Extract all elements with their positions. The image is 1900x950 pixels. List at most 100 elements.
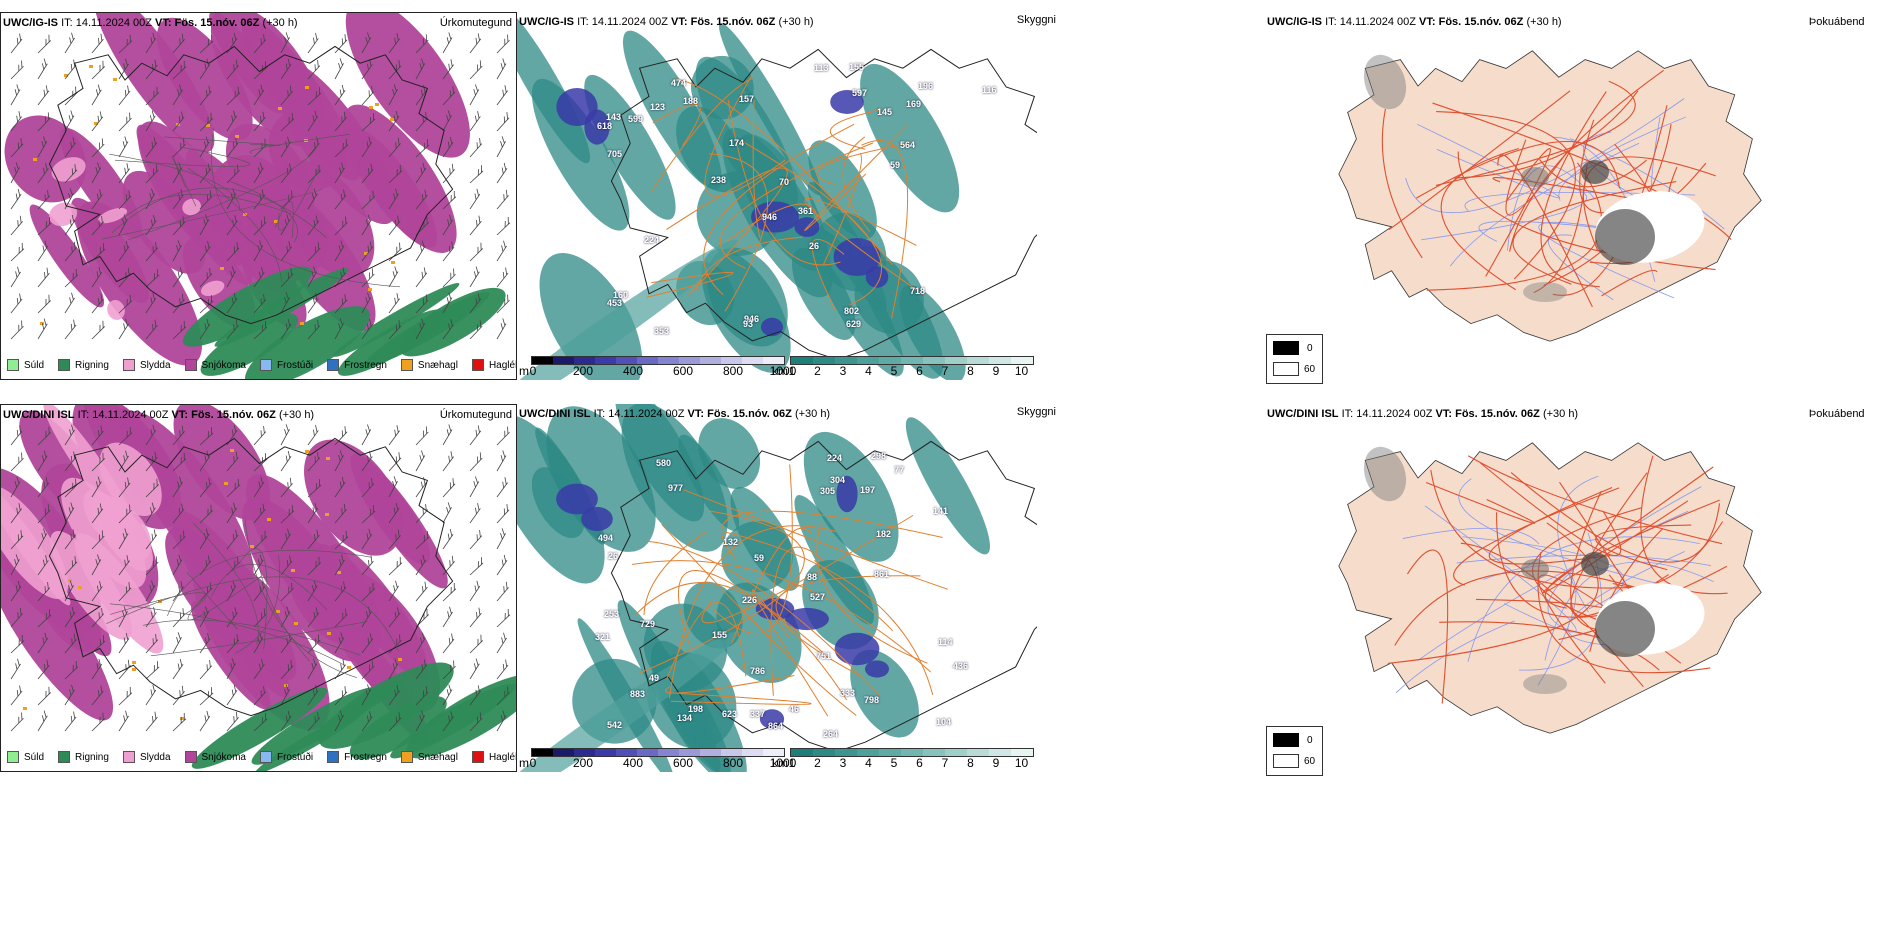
legend-swatch bbox=[327, 751, 340, 763]
precip-type-panel: UWC/DINI ISL IT: 14.11.2024 00Z VT: Fös.… bbox=[0, 404, 517, 772]
visibility-value-label: 157 bbox=[739, 94, 755, 104]
colorbar-tick: 3 bbox=[839, 756, 847, 770]
colorbar-tick: 2 bbox=[814, 364, 821, 378]
colorbar-swatch bbox=[637, 357, 658, 364]
visibility-value-label: 145 bbox=[877, 107, 893, 117]
visibility-value-label: 264 bbox=[823, 729, 839, 739]
legend-swatch bbox=[327, 359, 340, 371]
visibility-value-label: 104 bbox=[936, 717, 952, 727]
legend-item: Rigning bbox=[58, 359, 109, 371]
colorbar-tick: 200 bbox=[572, 364, 594, 378]
precip-type-map bbox=[1, 405, 516, 771]
colorbar-swatch bbox=[813, 749, 835, 756]
panel-title: Þokuábendi bbox=[1808, 408, 1865, 420]
visibility-value-label: 134 bbox=[677, 713, 693, 723]
visibility-colorbar-km: km 1 2 3 4 5 6 7 8 9 10 bbox=[772, 356, 1042, 378]
visibility-value-label: 304 bbox=[830, 475, 846, 485]
legend-swatch bbox=[471, 359, 484, 371]
colorbar-tick: 6 bbox=[916, 756, 923, 770]
model-name: UWC/DINI ISL bbox=[519, 408, 591, 420]
valid-time: VT: Fös. 15.nóv. 06Z bbox=[171, 409, 276, 421]
precip-type-map bbox=[4, 13, 511, 379]
visibility-value-label: 197 bbox=[860, 485, 876, 495]
visibility-value-label: 623 bbox=[722, 709, 738, 719]
legend-swatch bbox=[184, 359, 197, 371]
visibility-value-label: 238 bbox=[711, 175, 727, 185]
fog-key-label: 0 bbox=[1307, 343, 1313, 354]
colorbar-boxes bbox=[531, 748, 785, 757]
visibility-value-label: 160 bbox=[613, 290, 629, 300]
visibility-colorbar-km: km 1 2 3 4 5 6 7 8 9 10 bbox=[772, 748, 1042, 770]
visibility-value-label: 751 bbox=[816, 651, 832, 661]
colorbar-tick: 9 bbox=[992, 756, 1000, 770]
colorbar-swatch bbox=[1011, 749, 1033, 756]
colorbar-swatch bbox=[857, 749, 879, 756]
visibility-value-label: 802 bbox=[844, 306, 860, 316]
legend-swatch bbox=[58, 359, 71, 371]
colorbar-tick: 4 bbox=[865, 364, 872, 378]
legend-label: Haglél bbox=[488, 359, 517, 371]
colorbar-swatch bbox=[616, 357, 637, 364]
colorbar-tick: 3 bbox=[839, 364, 847, 378]
visibility-value-label: 224 bbox=[827, 453, 843, 463]
valid-time: VT: Fös. 15.nóv. 06Z bbox=[671, 16, 776, 28]
legend-item: Frostúði bbox=[259, 751, 313, 763]
visibility-value-label: 46 bbox=[789, 704, 800, 714]
visibility-colorbar-m: m 0 200 400 600 800 1000 bbox=[519, 748, 796, 770]
legend-item: Slydda bbox=[122, 359, 171, 371]
colorbar-swatch bbox=[553, 357, 574, 364]
visibility-value-label: 946 bbox=[744, 314, 760, 324]
colorbar-swatch bbox=[923, 357, 945, 364]
fog-key-label: 60 bbox=[1304, 364, 1316, 375]
legend-swatch bbox=[184, 751, 197, 763]
colorbar-tick: 1 bbox=[788, 756, 796, 770]
visibility-value-label: 861 bbox=[874, 569, 890, 579]
valid-time: VT: Fös. 15.nóv. 06Z bbox=[687, 408, 792, 420]
panel-title: Skyggni bbox=[1016, 14, 1056, 26]
visibility-value-label: 59 bbox=[890, 160, 901, 170]
visibility-value-label: 333 bbox=[840, 688, 856, 698]
fog-key: 0 60 bbox=[1266, 726, 1323, 776]
visibility-value-label: 597 bbox=[852, 88, 868, 98]
legend-swatch bbox=[58, 751, 71, 763]
legend-label: Snæhagl bbox=[417, 359, 458, 371]
colorbar-unit: m bbox=[519, 364, 529, 378]
model-name: UWC/IG-IS bbox=[519, 16, 574, 28]
colorbar-tick: 800 bbox=[722, 756, 744, 770]
colorbar-swatch bbox=[813, 357, 835, 364]
visibility-value-label: 26 bbox=[608, 551, 619, 561]
model-name: UWC/DINI ISL bbox=[3, 409, 75, 421]
colorbar-tick: 2 bbox=[814, 756, 821, 770]
visibility-value-label: 174 bbox=[729, 138, 745, 148]
lead-time: (+30 h) bbox=[1542, 408, 1579, 420]
colorbar-swatch bbox=[791, 357, 813, 364]
legend-item: Frostúði bbox=[259, 359, 313, 371]
legend-item: Haglél bbox=[471, 751, 516, 763]
fog-panel: UWC/DINI ISL IT: 14.11.2024 00Z VT: Fös.… bbox=[1265, 404, 1865, 744]
colorbar-swatch bbox=[989, 749, 1011, 756]
visibility-value-label: 305 bbox=[820, 486, 836, 496]
colorbar-tick: 400 bbox=[622, 364, 644, 378]
visibility-value-label: 494 bbox=[598, 533, 614, 543]
fog-key-black bbox=[1273, 341, 1299, 355]
precip-type-panel: UWC/IG-IS IT: 14.11.2024 00Z VT: Fös. 15… bbox=[0, 12, 517, 380]
visibility-value-label: 321 bbox=[595, 632, 611, 642]
visibility-value-label: 298 bbox=[871, 451, 887, 461]
legend-item: Snæhagl bbox=[400, 751, 458, 763]
colorbar-swatch bbox=[1011, 357, 1033, 364]
visibility-value-label: 70 bbox=[779, 177, 790, 187]
fog-key-white bbox=[1273, 362, 1299, 376]
colorbar-swatch bbox=[901, 357, 923, 364]
colorbar-tick: 200 bbox=[572, 756, 594, 770]
visibility-value-label: 143 bbox=[606, 112, 622, 122]
visibility-value-label: 361 bbox=[798, 206, 814, 216]
precip-legend: Súld Rigning Slydda Snjókoma Frostúði Frostre… bbox=[7, 359, 517, 371]
legend-label: Slydda bbox=[139, 751, 171, 763]
colorbar-swatch bbox=[879, 749, 901, 756]
colorbar-swatch bbox=[742, 749, 763, 756]
visibility-value-label: 88 bbox=[807, 572, 818, 582]
model-name: UWC/IG-IS bbox=[1267, 16, 1322, 28]
colorbar-swatch bbox=[658, 357, 679, 364]
visibility-value-label: 198 bbox=[688, 704, 704, 714]
visibility-value-label: 977 bbox=[668, 483, 684, 493]
